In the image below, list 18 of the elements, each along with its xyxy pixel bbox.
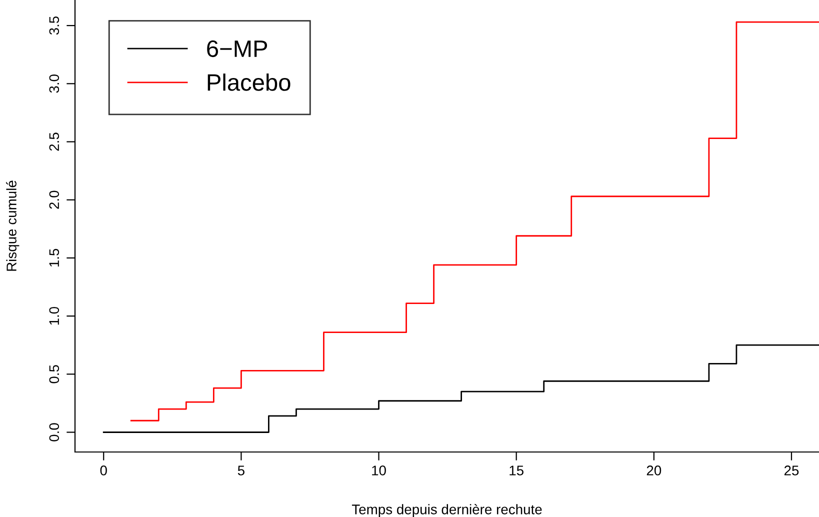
y-tick-label: 1.0: [49, 306, 60, 325]
y-tick-label: 0.0: [49, 423, 60, 442]
x-axis-title: Temps depuis dernière rechute: [352, 504, 542, 517]
legend-label: 6−MP: [207, 40, 268, 58]
y-tick-label: 0.5: [49, 365, 60, 384]
y-axis-title: Risque cumulé: [6, 180, 20, 271]
y-tick-label: 2.5: [49, 132, 60, 151]
x-tick-label: 5: [238, 466, 244, 476]
y-tick-label: 3.5: [49, 16, 60, 35]
y-tick-label: 1.5: [49, 248, 60, 267]
x-tick-label: 20: [646, 466, 662, 476]
y-tick-label: 3.0: [49, 74, 60, 93]
x-tick-label: 25: [784, 466, 799, 476]
y-tick-label: 2.0: [49, 190, 60, 209]
legend-label: Placebo: [208, 74, 290, 91]
x-tick-label: 10: [372, 466, 386, 476]
x-tick-label: 15: [510, 466, 524, 476]
x-tick-label: 0: [100, 466, 107, 476]
